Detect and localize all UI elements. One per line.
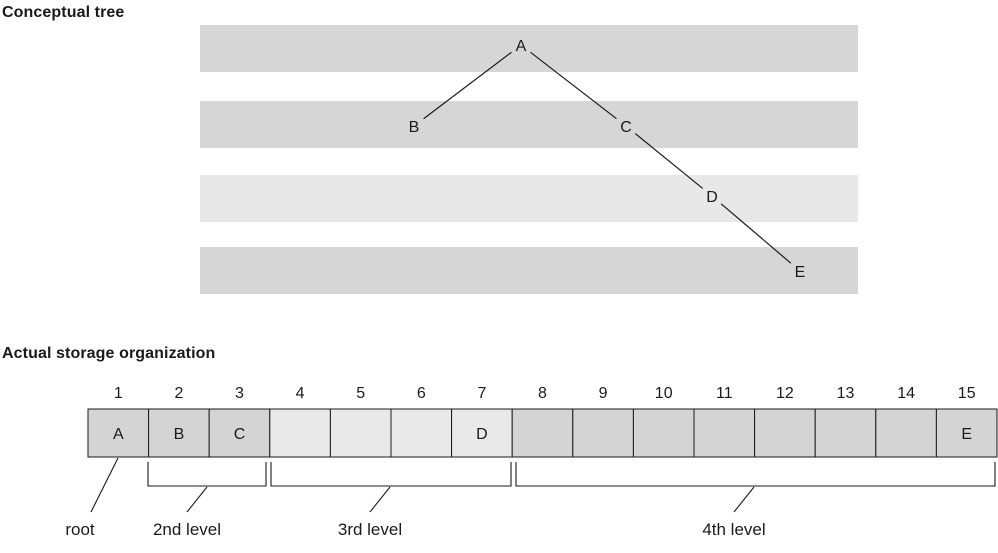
storage-cell-index-14: 14 — [897, 385, 915, 402]
group-label-level-1: root — [65, 520, 95, 539]
storage-cell-15 — [935, 408, 998, 458]
storage-cell-14 — [875, 408, 937, 458]
storage-cell-index-15: 15 — [958, 385, 976, 402]
storage-cells: 1 A 2 B 3 C 4 5 6 7 D 8 9 10 11 12 13 14 15 E — [87, 385, 998, 458]
storage-cell-index-12: 12 — [776, 385, 794, 402]
group-pointer-level-2 — [186, 486, 208, 513]
storage-cell-5 — [329, 408, 392, 458]
group-pointer-level-1 — [90, 457, 119, 513]
group-label-level-2: 2nd level — [153, 520, 221, 539]
tree-node-b: B — [409, 119, 420, 136]
tree-node-e: E — [795, 264, 806, 281]
storage-cell-1 — [87, 408, 150, 458]
storage-cell-index-8: 8 — [538, 385, 547, 402]
storage-cell-index-9: 9 — [599, 385, 608, 402]
storage-organization-heading: Actual storage organization — [2, 345, 216, 362]
conceptual-tree-heading: Conceptual tree — [2, 4, 125, 21]
storage-cell-4 — [269, 408, 331, 458]
storage-cell-9 — [572, 408, 634, 458]
tree-node-a: A — [516, 38, 527, 55]
storage-cell-label-3: C — [234, 426, 246, 443]
storage-cell-10 — [632, 408, 695, 458]
tree-level-band-2 — [200, 101, 858, 148]
level-groups: root 2nd level 3rd level 4th level — [65, 457, 996, 539]
group-bracket-level-4 — [515, 462, 996, 487]
storage-cell-index-13: 13 — [837, 385, 855, 402]
tree-edge-c-d — [634, 133, 704, 189]
storage-cell-7 — [451, 408, 513, 458]
group-pointer-level-4 — [733, 486, 755, 513]
storage-cell-8 — [511, 408, 574, 458]
storage-cell-label-15: E — [961, 426, 972, 443]
storage-cell-label-7: D — [476, 426, 488, 443]
tree-level-band-1 — [200, 25, 858, 72]
storage-cell-index-10: 10 — [655, 385, 673, 402]
storage-cell-13 — [814, 408, 877, 458]
storage-cell-label-2: B — [174, 426, 185, 443]
storage-cell-6 — [390, 408, 453, 458]
storage-cell-index-11: 11 — [716, 385, 733, 402]
storage-cell-index-3: 3 — [235, 385, 244, 402]
storage-cell-index-1: 1 — [114, 385, 123, 402]
storage-cell-index-2: 2 — [174, 385, 183, 402]
storage-cell-2 — [148, 408, 210, 458]
storage-cell-12 — [754, 408, 816, 458]
group-bracket-level-3 — [270, 462, 512, 487]
level-bands — [200, 25, 858, 294]
group-label-level-3: 3rd level — [338, 520, 402, 539]
group-label-level-4: 4th level — [702, 520, 765, 539]
group-bracket-level-2 — [147, 462, 267, 487]
tree-edges — [423, 51, 792, 264]
tree-nodes: A B C D E — [409, 38, 806, 281]
tree-edge-a-b — [423, 51, 512, 120]
storage-cell-index-4: 4 — [296, 385, 305, 402]
storage-cell-3 — [208, 408, 271, 458]
tree-level-band-3 — [200, 175, 858, 222]
tree-edge-d-e — [720, 203, 792, 264]
storage-cell-index-7: 7 — [477, 385, 486, 402]
storage-cell-index-5: 5 — [356, 385, 365, 402]
tree-edge-a-c — [530, 51, 617, 120]
tree-level-band-4 — [200, 247, 858, 294]
storage-cell-index-6: 6 — [417, 385, 426, 402]
tree-node-d: D — [706, 189, 718, 206]
tree-node-c: C — [620, 119, 632, 136]
storage-cell-label-1: A — [113, 426, 124, 443]
group-pointer-level-3 — [369, 486, 391, 513]
storage-cell-11 — [693, 408, 756, 458]
